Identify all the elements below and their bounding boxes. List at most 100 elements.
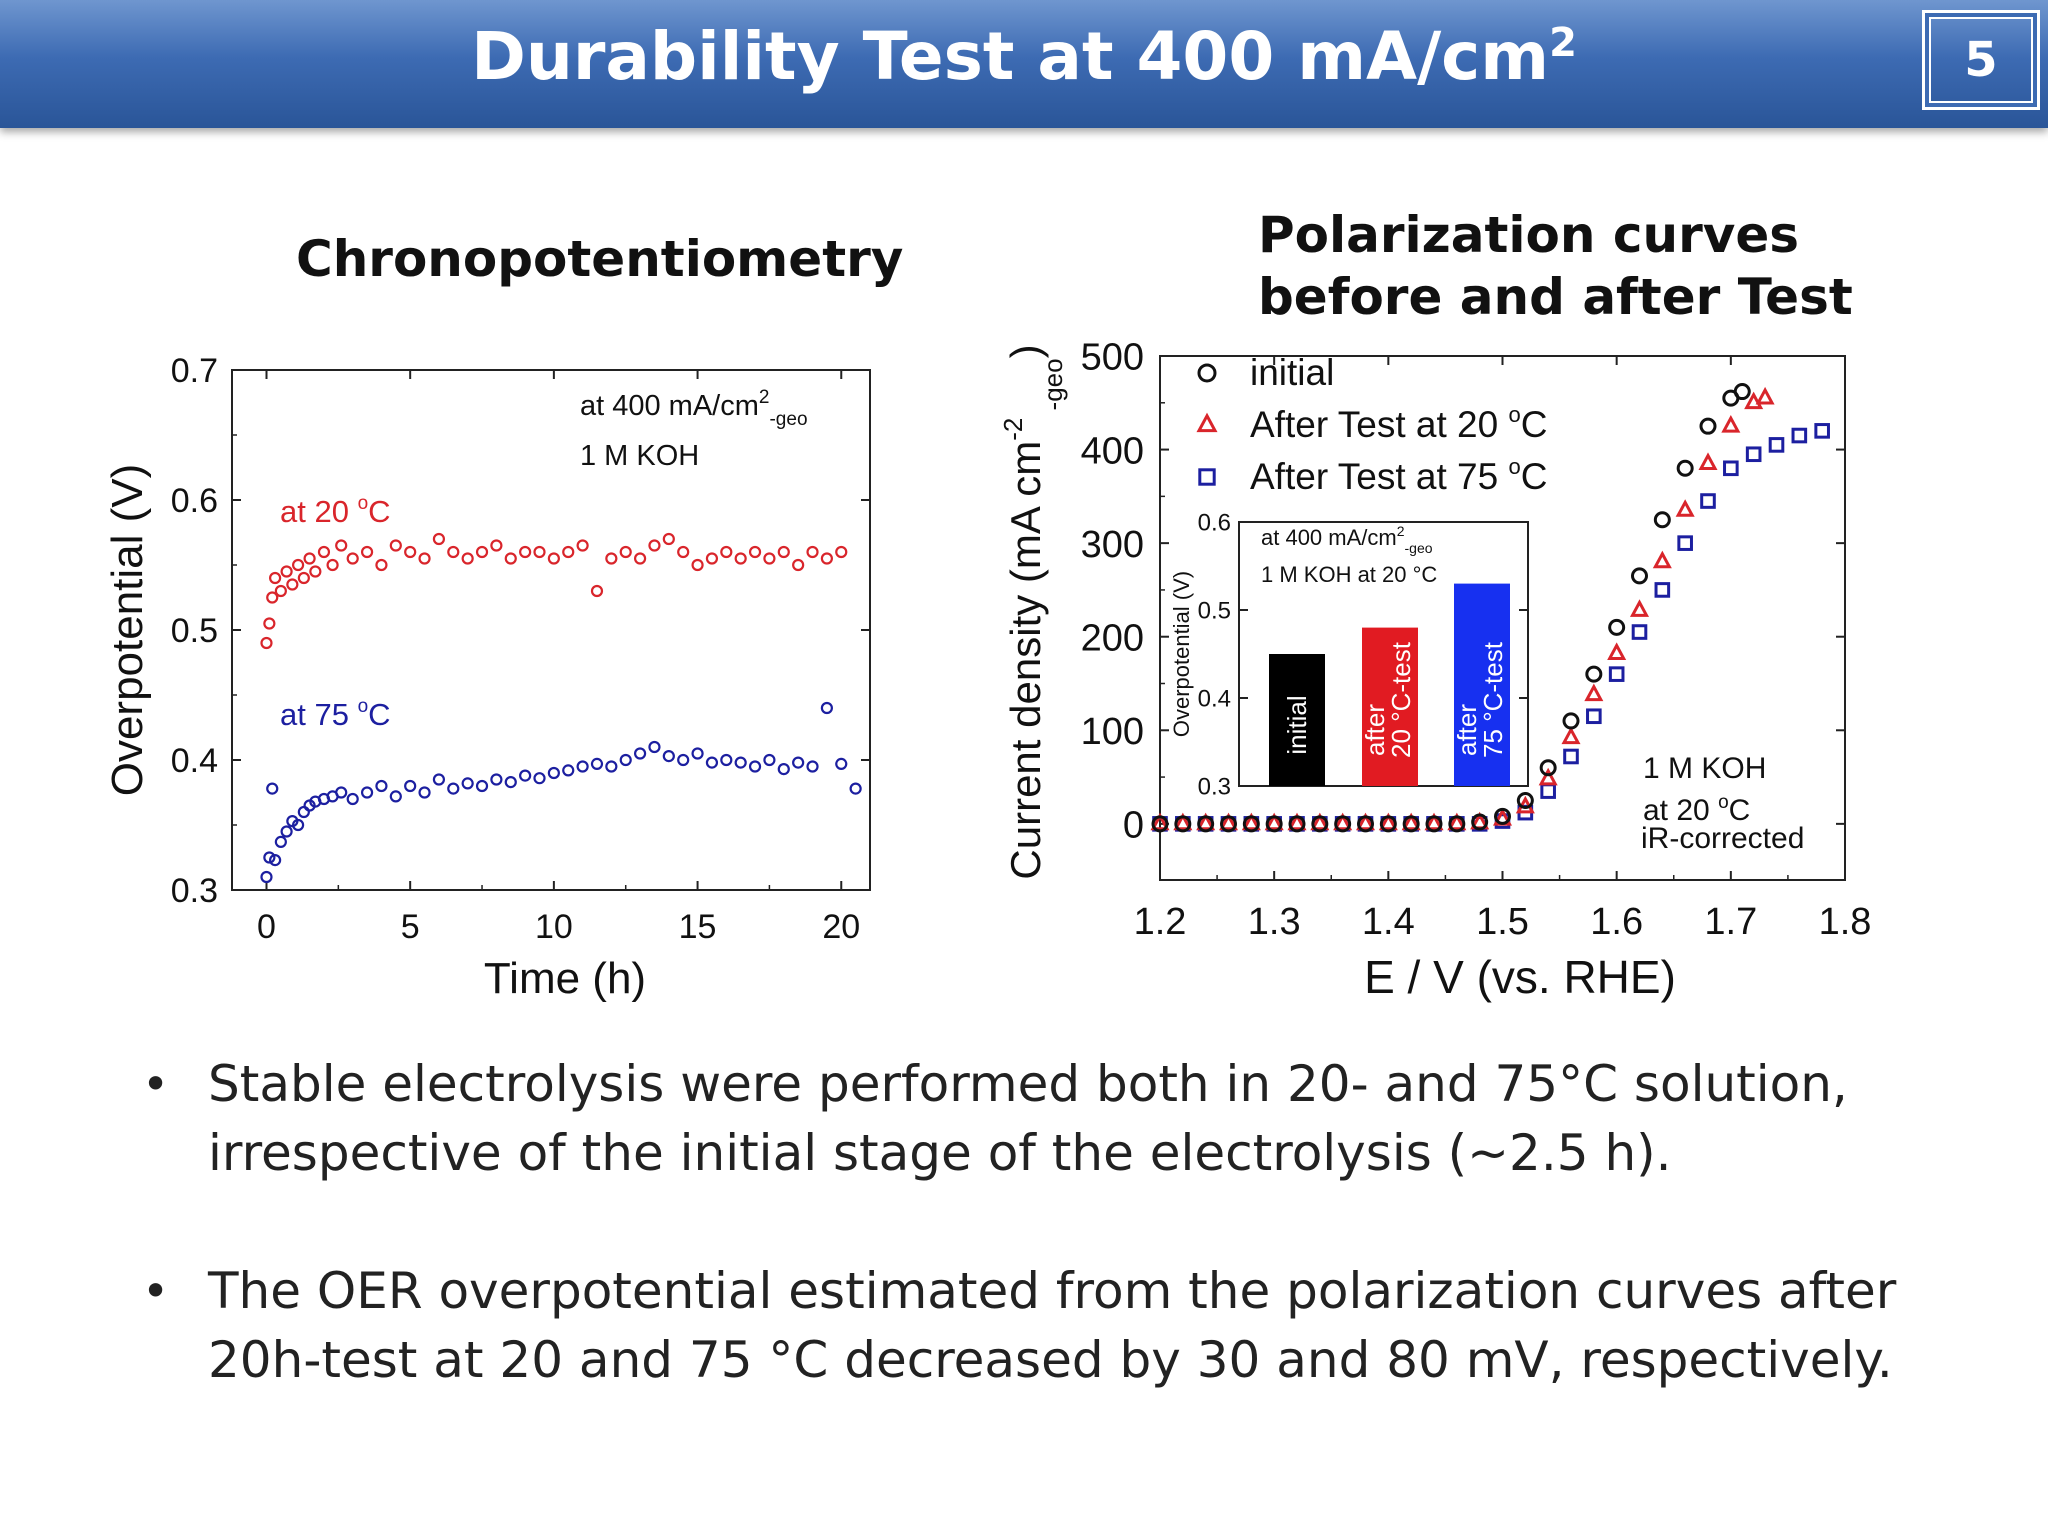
polar-point-initial: [1676, 459, 1694, 477]
polar-point-after20C: [1721, 414, 1741, 433]
polar-legend-degree: o: [1508, 402, 1520, 427]
chrono-point-20C: [280, 565, 293, 578]
polar-point-initial: [1585, 665, 1603, 683]
polar-point-initial: [1699, 417, 1717, 435]
chrono-point-75C: [633, 747, 647, 760]
chrono-point-75C: [691, 747, 704, 760]
chrono-point-75C: [662, 749, 675, 763]
chrono-point-75C: [590, 757, 604, 771]
chrono-point-20C: [748, 545, 762, 559]
polar-point-initial: [1151, 815, 1169, 833]
chrono-point-75C: [619, 753, 632, 767]
polar-point-after75C: [1791, 427, 1808, 444]
chrono-point-20C: [404, 545, 417, 559]
chrono-point-20C: [619, 545, 632, 559]
chrono-point-75C: [734, 756, 747, 769]
polar-point-after20C: [1241, 812, 1261, 831]
polar-legend-marker: [1196, 412, 1218, 433]
polar-x-tick-label: 1.4: [1362, 901, 1415, 943]
chrono-point-75C: [274, 835, 287, 849]
polar-point-after75C: [1540, 783, 1556, 799]
chrono-point-20C: [677, 545, 690, 559]
slide-title-text: Durability Test at 400 mA/cm: [471, 18, 1550, 95]
inset-bar-label: after: [1360, 704, 1390, 756]
chrono-point-20C: [418, 552, 431, 565]
chrono-point-20C: [648, 539, 661, 552]
chrono-point-75C: [346, 792, 359, 806]
inset-bar-label: 75 °C-test: [1478, 641, 1508, 758]
polar-point-initial: [1288, 815, 1306, 833]
chrono-point-20C: [777, 545, 790, 559]
inset-bar-label: 20 °C-test: [1386, 641, 1416, 758]
polar-point-after20C: [1196, 812, 1216, 831]
chrono-point-75C: [335, 786, 348, 799]
polar-point-initial: [1334, 815, 1352, 833]
chrono-point-75C: [297, 805, 310, 819]
polar-point-after20C: [1401, 812, 1421, 831]
chrono-point-75C: [291, 818, 305, 832]
chrono-point-20C: [360, 545, 374, 559]
page-number: 5: [1922, 10, 2040, 110]
chrono-point-75C: [792, 756, 805, 769]
polar-point-after75C: [1700, 493, 1716, 509]
polar-point-after75C: [1631, 624, 1648, 640]
chrono-point-20C: [820, 552, 833, 565]
chrono-y-tick-label: 0.7: [171, 352, 218, 390]
polar-legend-unit: C: [1521, 456, 1548, 497]
polar-point-after20C: [1744, 391, 1764, 410]
chrono-point-20C: [375, 558, 388, 572]
polar-point-after20C: [1561, 726, 1581, 745]
polar-legend-text: After Test at 20: [1250, 404, 1508, 445]
polar-x-tick-label: 1.8: [1819, 901, 1872, 943]
chrono-point-75C: [820, 701, 833, 715]
polar-x-tick-label: 1.2: [1134, 901, 1187, 943]
chrono-point-20C: [605, 552, 618, 565]
polar-legend-label: initial: [1250, 352, 1334, 393]
chrono-point-75C: [418, 786, 431, 799]
chrono-point-20C: [266, 591, 279, 604]
chrono-point-20C: [590, 584, 604, 598]
polar-point-initial: [1653, 511, 1671, 529]
polar-point-initial: [1539, 759, 1557, 777]
chrono-point-20C: [269, 571, 282, 585]
polar-point-after20C: [1150, 812, 1170, 831]
inset-bar-label: after: [1452, 704, 1482, 756]
inset-y-tick-label: 0.4: [1198, 686, 1231, 713]
chrono-point-20C: [317, 545, 331, 559]
chrono-point-20C: [490, 539, 503, 552]
chrono-series-label-20C: at 20 oC: [280, 493, 391, 529]
chrono-point-20C: [806, 545, 819, 559]
chrono-point-20C: [447, 545, 460, 559]
polar-point-initial: [1425, 815, 1443, 833]
chrono-point-75C: [432, 773, 446, 786]
chrono-series-label-unit: C: [368, 697, 390, 732]
polar-legend-label: After Test at 20 oC: [1250, 402, 1547, 445]
polar-point-after75C: [1563, 748, 1579, 765]
chrono-point-75C: [705, 756, 719, 769]
chrono-point-75C: [263, 851, 276, 864]
polar-annotation-text: at 20: [1643, 794, 1718, 827]
chrono-series-label-text: at 75: [280, 697, 358, 732]
chrono-point-20C: [533, 545, 546, 559]
polar-x-axis-label: E / V (vs. RHE): [1364, 951, 1676, 1003]
polar-point-initial: [1516, 791, 1534, 809]
polar-point-after20C: [1538, 767, 1558, 786]
inset-bar-2: [1362, 627, 1418, 786]
inset-annotation-sup: 2: [1397, 523, 1405, 539]
chrono-point-20C: [705, 552, 719, 565]
chrono-annotation-electrolyte: 1 M KOH: [580, 440, 699, 472]
polar-point-after75C: [1586, 708, 1602, 725]
polar-legend-text: After Test at 75: [1250, 456, 1508, 497]
chrono-point-20C: [691, 558, 704, 572]
chrono-point-75C: [605, 760, 618, 773]
polar-point-initial: [1242, 815, 1260, 833]
chrono-y-tick-label: 0.3: [171, 872, 218, 910]
chrono-point-75C: [648, 740, 661, 754]
inset-y-tick-label: 0.3: [1198, 774, 1231, 801]
polar-y-axis-label-sub: -geo: [1038, 358, 1068, 417]
inset-bar-3: [1454, 583, 1510, 786]
chrono-y-tick-label: 0.5: [171, 612, 218, 650]
chrono-point-75C: [360, 786, 374, 799]
polar-point-initial: [1220, 815, 1237, 833]
